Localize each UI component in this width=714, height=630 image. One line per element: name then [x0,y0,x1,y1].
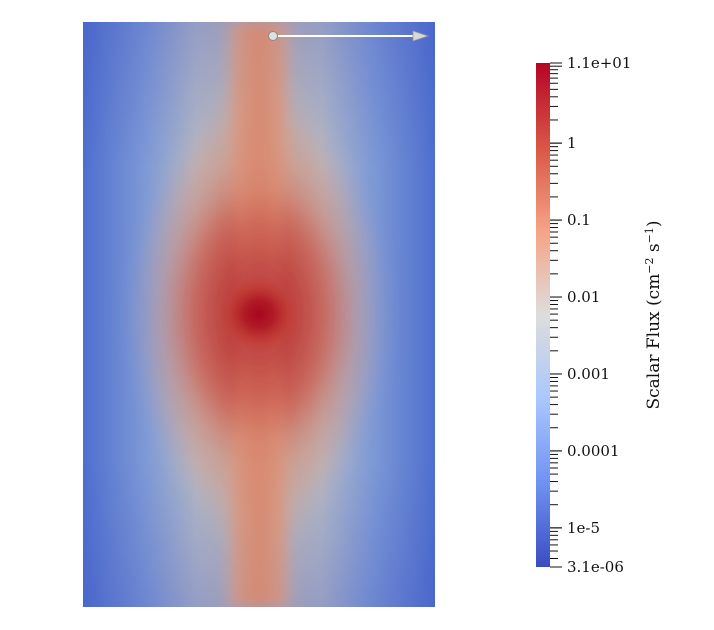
colorbar-tick-label: 1e-5 [567,519,600,537]
colorbar: 1.1e+01 1 0.1 0.01 0.001 0.0001 1e-5 3.1e-06 Sc… [520,50,710,590]
orientation-arrow-widget [268,30,430,42]
flux-field-image [83,22,435,607]
colorbar-tick-label: 0.001 [567,365,610,383]
colorbar-tick-label: 0.0001 [567,442,620,460]
colorbar-tick-label: 0.01 [567,288,600,306]
colorbar-gradient [536,63,550,567]
arrow-head-icon [412,30,430,42]
colorbar-tick-label: 1 [567,134,577,152]
colorbar-ticks [550,62,562,568]
colorbar-title: Scalar Flux (cm−2 s−1) [643,220,664,409]
colorbar-tick-label: 1.1e+01 [567,54,631,72]
colorbar-svg: 1.1e+01 1 0.1 0.01 0.001 0.0001 1e-5 3.1e-06 Sc… [536,54,664,576]
origin-sphere-icon [268,31,278,41]
colorbar-tick-label: 0.1 [567,211,591,229]
flux-core [217,274,301,354]
colorbar-tick-label: 3.1e-06 [567,558,624,576]
flux-field-plot [83,22,435,607]
colorbar-tick-labels: 1.1e+01 1 0.1 0.01 0.001 0.0001 1e-5 3.1e-06 [567,54,631,576]
